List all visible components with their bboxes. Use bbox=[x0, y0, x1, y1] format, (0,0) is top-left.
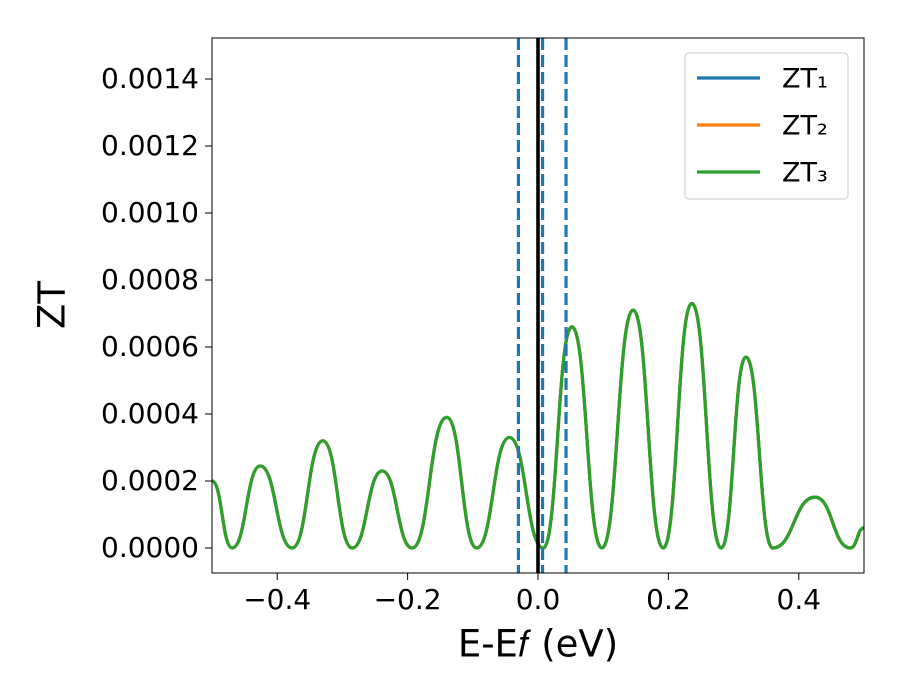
x-tick-label: 0.0 bbox=[516, 583, 561, 616]
y-tick-label: 0.0006 bbox=[101, 330, 199, 363]
series-line bbox=[212, 301, 864, 550]
y-tick-label: 0.0000 bbox=[101, 531, 199, 564]
y-tick-label: 0.0012 bbox=[101, 129, 199, 162]
x-tick-label: 0.4 bbox=[777, 583, 822, 616]
y-tick-label: 0.0014 bbox=[101, 62, 199, 95]
x-tick-label: −0.2 bbox=[374, 583, 442, 616]
plot-frame bbox=[211, 37, 865, 574]
legend-label: ZT₃ bbox=[782, 158, 828, 189]
y-axis-label: ZT bbox=[31, 281, 74, 329]
y-tick-label: 0.0002 bbox=[101, 464, 199, 497]
x-axis-label: E-E𝑓 (eV) bbox=[458, 623, 618, 666]
x-tick-label: −0.4 bbox=[243, 583, 311, 616]
y-tick-label: 0.0004 bbox=[101, 397, 199, 430]
y-tick-label: 0.0008 bbox=[101, 263, 199, 296]
x-tick-label: 0.2 bbox=[646, 583, 691, 616]
legend-box bbox=[684, 52, 849, 200]
legend-label: ZT₂ bbox=[782, 111, 828, 142]
legend-label: ZT₁ bbox=[782, 64, 828, 95]
y-tick-label: 0.0010 bbox=[101, 196, 199, 229]
